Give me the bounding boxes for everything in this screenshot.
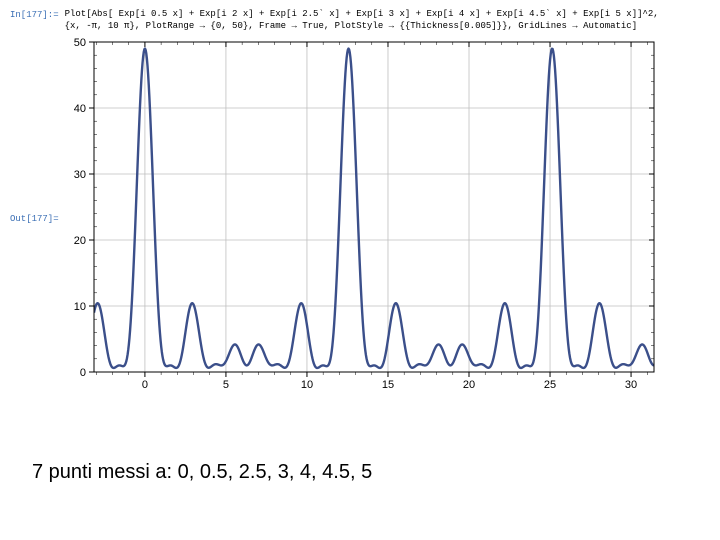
svg-text:0: 0: [142, 379, 148, 391]
svg-text:0: 0: [80, 367, 86, 379]
code-line-2: {x, -π, 10 π}, PlotRange → {0, 50}, Fram…: [65, 21, 638, 31]
svg-text:15: 15: [382, 379, 394, 391]
code-line-1: Plot[Abs[ Exp[i 0.5 x] + Exp[i 2 x] + Ex…: [65, 9, 659, 19]
output-cell: Out[177]= 0 5 10 15 20 25 30 0 10 20 30 40 50: [0, 34, 720, 404]
page-root: In[177]:= Plot[Abs[ Exp[i 0.5 x] + Exp[i…: [0, 0, 720, 540]
svg-text:25: 25: [544, 379, 556, 391]
caption-text: 7 punti messi a: 0, 0.5, 2.5, 3, 4, 4.5,…: [28, 459, 376, 486]
svg-text:50: 50: [74, 37, 86, 49]
mathematica-code: Plot[Abs[ Exp[i 0.5 x] + Exp[i 2 x] + Ex…: [65, 8, 659, 32]
plot-svg: 0 5 10 15 20 25 30 0 10 20 30 40 50: [56, 34, 666, 404]
svg-text:40: 40: [74, 103, 86, 115]
svg-text:20: 20: [74, 235, 86, 247]
in-label: In[177]:=: [10, 8, 65, 20]
svg-text:5: 5: [223, 379, 229, 391]
svg-text:30: 30: [625, 379, 637, 391]
svg-text:10: 10: [74, 301, 86, 313]
svg-text:10: 10: [301, 379, 313, 391]
svg-text:30: 30: [74, 169, 86, 181]
plot-container: 0 5 10 15 20 25 30 0 10 20 30 40 50: [56, 34, 666, 404]
input-cell: In[177]:= Plot[Abs[ Exp[i 0.5 x] + Exp[i…: [0, 0, 720, 34]
out-label: Out[177]=: [10, 214, 56, 224]
svg-text:20: 20: [463, 379, 475, 391]
